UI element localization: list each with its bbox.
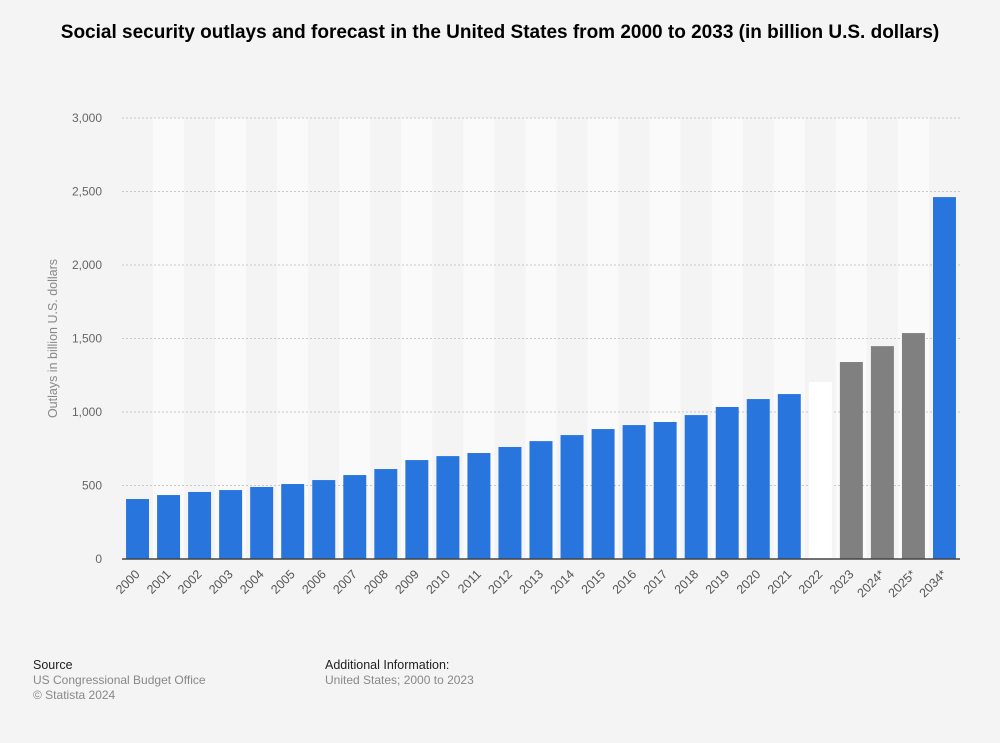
bar-2010[interactable] [436, 456, 460, 559]
bars [126, 197, 956, 559]
bar-2021[interactable] [777, 394, 801, 559]
additional-info-heading: Additional Information: [325, 658, 450, 672]
y-tick-label: 3,000 [72, 111, 102, 125]
y-axis-ticks: 0 500 1,000 1,500 2,000 2,500 3,000 [72, 111, 102, 566]
bar-2008[interactable] [374, 469, 398, 559]
bar-2007[interactable] [343, 475, 367, 559]
x-tick-label: 2004 [237, 567, 267, 597]
y-tick-label: 1,000 [72, 405, 102, 419]
x-tick-label: 2020 [734, 567, 764, 597]
bar-2019[interactable] [715, 407, 739, 559]
copyright: © Statista 2024 [33, 688, 116, 702]
x-tick-label: 2024* [855, 567, 888, 600]
x-tick-label: 2013 [517, 567, 547, 597]
x-tick-label: 2008 [361, 567, 391, 597]
x-tick-label: 2000 [113, 567, 143, 597]
bar-2025-forecast[interactable] [901, 333, 925, 559]
x-axis-ticks: 2000 2001 2002 2003 2004 2005 2006 2007 2008 2009… [113, 567, 950, 600]
bar-2002[interactable] [188, 491, 212, 559]
x-tick-label: 2011 [455, 567, 484, 596]
x-tick-label: 2019 [703, 567, 733, 597]
source-block: Source US Congressional Budget Office © … [33, 658, 206, 703]
y-tick-label: 1,500 [72, 332, 102, 346]
x-tick-label: 2022 [796, 567, 826, 597]
y-tick-label: 0 [95, 552, 102, 566]
source-name[interactable]: US Congressional Budget Office [33, 673, 206, 687]
bar-2016[interactable] [622, 425, 646, 559]
x-tick-label: 2018 [672, 567, 702, 597]
x-tick-label: 2025* [886, 567, 919, 600]
bar-2001[interactable] [157, 495, 181, 559]
bar-2004[interactable] [250, 486, 274, 559]
y-axis-label: Outlays in billion U.S. dollars [46, 259, 60, 418]
bar-2009[interactable] [405, 460, 429, 559]
x-tick-label: 2012 [486, 567, 516, 597]
bar-2013[interactable] [529, 441, 553, 559]
x-tick-label: 2005 [268, 567, 298, 597]
bar-2024-forecast[interactable] [870, 346, 894, 559]
bar-2006[interactable] [312, 480, 336, 559]
bar-2023[interactable] [839, 362, 863, 559]
x-tick-label: 2003 [206, 567, 236, 597]
bar-2020[interactable] [746, 399, 770, 559]
chart-title: Social security outlays and forecast in … [60, 22, 940, 43]
x-tick-label: 2010 [423, 567, 453, 597]
bar-2005[interactable] [281, 484, 305, 559]
source-heading: Source [33, 658, 73, 672]
x-tick-label: 2009 [392, 567, 422, 597]
bar-2022[interactable] [808, 382, 832, 559]
x-tick-label: 2034* [917, 567, 950, 600]
bar-2018[interactable] [684, 415, 708, 559]
bar-2017[interactable] [653, 421, 677, 559]
x-tick-label: 2006 [299, 567, 329, 597]
x-tick-label: 2002 [175, 567, 205, 597]
bar-2014[interactable] [560, 435, 584, 559]
x-tick-label: 2015 [579, 567, 609, 597]
additional-info-block: Additional Information: United States; 2… [325, 658, 474, 688]
additional-info-text: United States; 2000 to 2023 [325, 673, 474, 687]
x-tick-label: 2017 [641, 567, 671, 597]
bar-2015[interactable] [591, 429, 615, 559]
x-tick-label: 2023 [827, 567, 857, 597]
x-tick-label: 2021 [765, 567, 795, 597]
y-tick-label: 2,000 [72, 258, 102, 272]
x-tick-label: 2016 [610, 567, 640, 597]
bar-2003[interactable] [219, 490, 243, 559]
bar-2034-forecast[interactable] [932, 197, 956, 559]
bar-2000[interactable] [126, 499, 150, 559]
bar-2011[interactable] [467, 453, 491, 559]
y-tick-label: 500 [82, 479, 102, 493]
bar-2012[interactable] [498, 446, 522, 559]
x-tick-label: 2014 [548, 567, 578, 597]
x-tick-label: 2001 [144, 567, 174, 597]
y-tick-label: 2,500 [72, 185, 102, 199]
x-tick-label: 2007 [330, 567, 360, 597]
